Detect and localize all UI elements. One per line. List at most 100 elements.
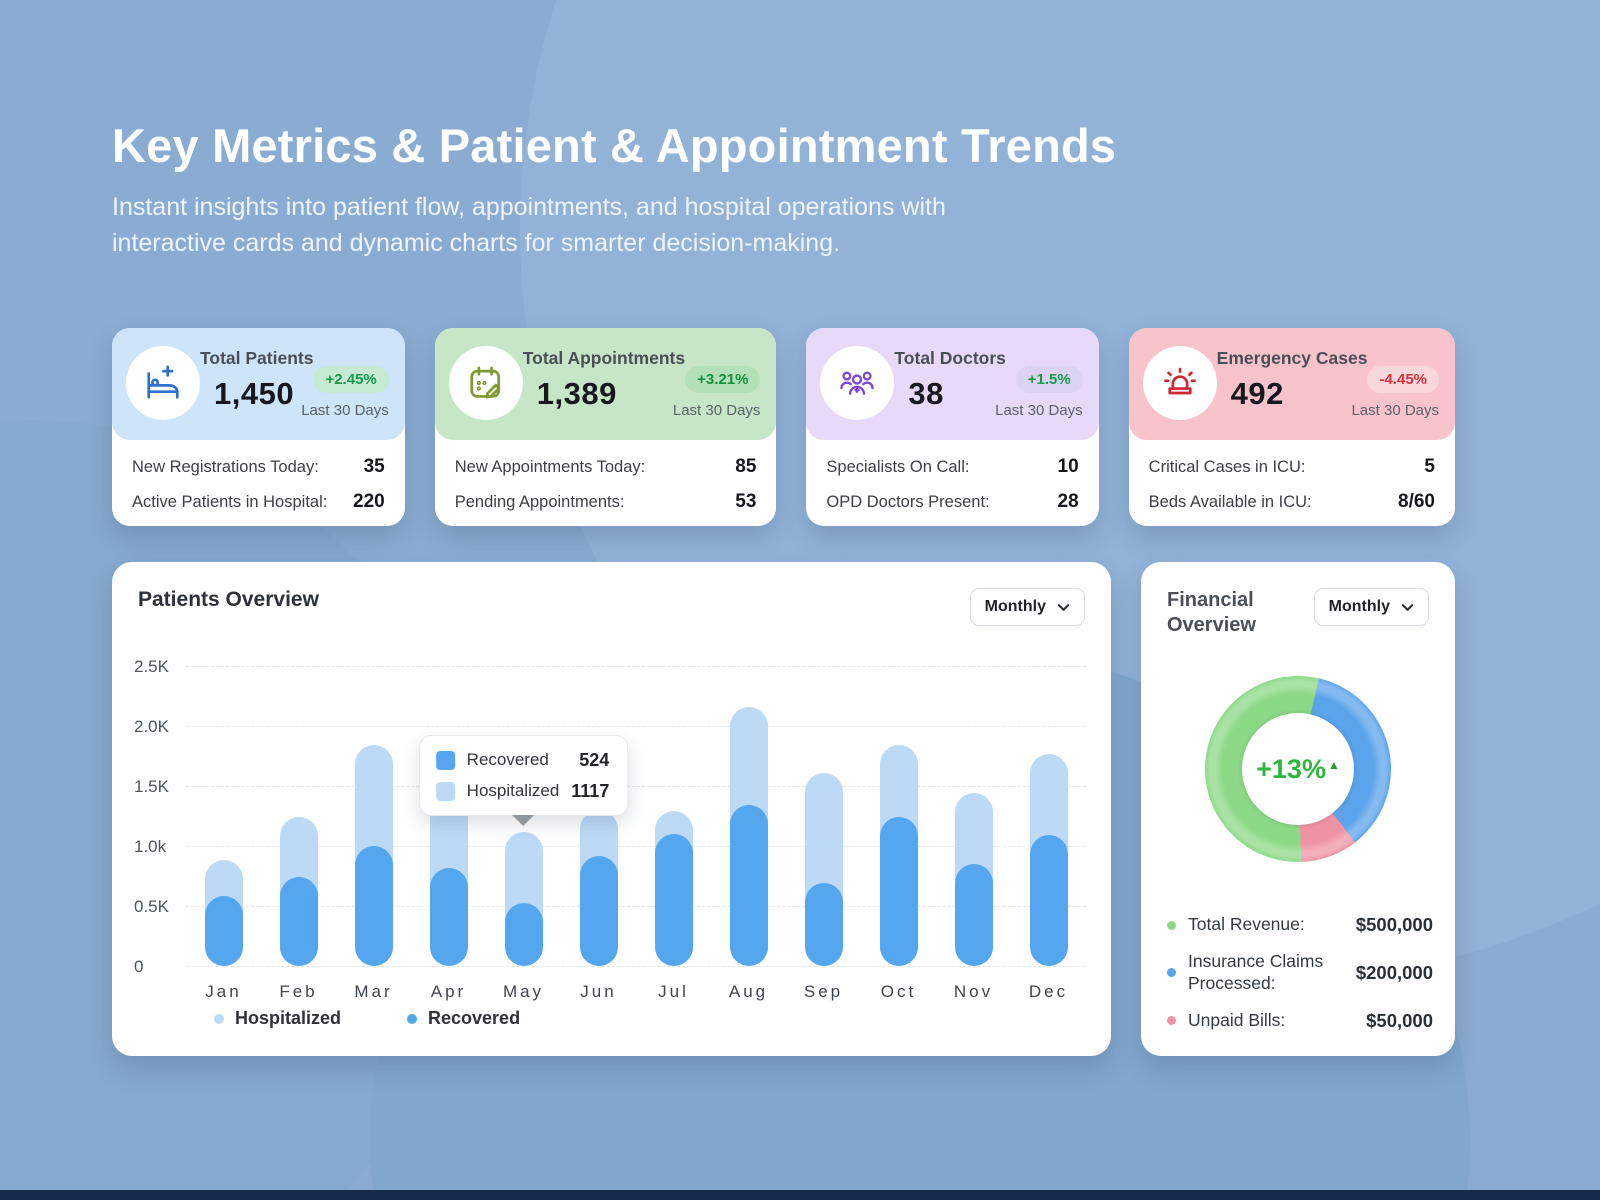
x-axis-tick-label: Nov (953, 982, 994, 1001)
bar-recovered[interactable] (1029, 835, 1068, 966)
legend-item-recovered: Recovered (407, 1008, 520, 1029)
bar-group-aug[interactable]: Aug (711, 666, 786, 1001)
y-axis-tick-label: 1.0k (134, 837, 167, 856)
bar-recovered[interactable] (954, 864, 993, 966)
y-axis-tick-label: 2.5K (134, 657, 169, 676)
stat-label: New Registrations Today: (132, 458, 319, 476)
patients-overview-header: Patients Overview Monthly (112, 562, 1111, 626)
card-header: Total Appointments 1,389 +3.21% Last 30 Day… (434, 328, 777, 440)
bar-recovered[interactable] (504, 903, 543, 966)
donut-center-label: +13% ▲ (1256, 753, 1340, 784)
stat-label: Critical Cases in ICU: (1148, 458, 1306, 476)
bar-recovered[interactable] (804, 883, 843, 966)
bar-group-nov[interactable]: Nov (936, 666, 1011, 1001)
stat-value: 220 (353, 491, 385, 512)
bar-group-apr[interactable]: Apr (411, 666, 486, 1001)
legend-dot (1167, 968, 1176, 978)
metric-card-total-appointments: Total Appointments 1,389 +3.21% Last 30 Day… (434, 328, 777, 526)
tooltip-row: Recovered 524 (435, 749, 610, 771)
card-value: 492 (1230, 376, 1284, 411)
tooltip-series-label: Recovered (466, 750, 549, 770)
patients-bar-chart: 2.5K 2.0K 1.5K 1.0k 0.5K 0 Jan Feb Mar Apr May Jun J… (134, 657, 1086, 1001)
change-badge: +2.45% (313, 366, 389, 393)
card-icon-circle (820, 346, 895, 420)
x-axis-tick-label: Jun (580, 982, 617, 1001)
bar-recovered[interactable] (579, 855, 618, 966)
legend-label: Recovered (428, 1008, 521, 1028)
stat-value: 8/60 (1398, 491, 1435, 512)
bar-group-oct[interactable]: Oct (861, 666, 936, 1001)
bar-recovered[interactable] (729, 805, 768, 966)
bar-group-mar[interactable]: Mar (336, 666, 411, 1001)
page-header: Key Metrics & Patient & Appointment Tren… (112, 118, 1262, 262)
legend-dot (407, 1013, 418, 1024)
page-subtitle: Instant insights into patient flow, appo… (112, 193, 946, 258)
y-axis-tick-label: 2.0K (134, 717, 169, 736)
legend-item-hospitalized: Hospitalized (214, 1008, 341, 1029)
x-axis-tick-label: Jan (205, 982, 242, 1001)
x-axis-tick-label: Feb (279, 982, 318, 1001)
metric-card-total-doctors: Total Doctors 38 +1.5% Last 30 Days Speciali… (806, 328, 1099, 526)
patients-overview-period-dropdown[interactable]: Monthly (969, 588, 1085, 626)
change-badge: +3.21% (685, 366, 761, 393)
card-period: Last 30 Days (672, 402, 761, 419)
x-axis-tick-label: Mar (354, 982, 393, 1001)
stat-label: Beds Available in ICU: (1148, 493, 1312, 511)
x-axis-tick-label: May (502, 982, 545, 1001)
stat-value: 10 (1057, 456, 1079, 477)
card-title: Emergency Cases (1216, 348, 1368, 368)
financial-legend-value: $50,000 (1366, 1009, 1433, 1031)
card-stat-row: New Appointments Today: 85 (455, 456, 757, 478)
financial-legend-label: Unpaid Bills: (1188, 1009, 1286, 1030)
donut-center: +13% ▲ (1242, 713, 1354, 825)
financial-overview-period-dropdown[interactable]: Monthly (1313, 588, 1429, 626)
x-axis-tick-label: Oct (880, 982, 917, 1001)
page-title: Key Metrics & Patient & Appointment Tren… (112, 119, 1117, 172)
bar-recovered[interactable] (429, 867, 468, 966)
bar-group-dec[interactable]: Dec (1011, 666, 1086, 1001)
bar-group-feb[interactable]: Feb (261, 666, 336, 1001)
stat-value: 28 (1057, 491, 1079, 512)
x-axis-tick-label: Aug (728, 982, 769, 1001)
chevron-down-icon (1401, 603, 1414, 611)
legend-dot (214, 1013, 224, 1024)
tooltip-series-label: Hospitalized (466, 781, 560, 801)
change-badge: +1.5% (1015, 366, 1083, 393)
card-period: Last 30 Days (1351, 402, 1439, 419)
card-stat-row: Active Patients in Hospital: 220 (132, 491, 385, 513)
financial-legend-value: $200,000 (1355, 961, 1433, 983)
card-icon-circle (448, 346, 523, 420)
financial-overview-header: Financial Overview Monthly (1141, 562, 1455, 638)
tooltip-row: Hospitalized 1117 (435, 781, 609, 802)
chevron-down-icon (1057, 603, 1070, 611)
tooltip-series-value: 524 (579, 749, 610, 770)
bar-group-sep[interactable]: Sep (786, 666, 861, 1001)
calendar-edit-icon (467, 364, 505, 402)
card-value: 1,450 (214, 376, 295, 411)
change-badge: -4.45% (1367, 366, 1439, 393)
y-axis-tick-label: 0.5K (134, 897, 169, 916)
financial-overview-panel: Financial Overview Monthly +13% ▲ Total R… (1141, 562, 1455, 1056)
legend-dot (1167, 1016, 1176, 1026)
bar-recovered[interactable] (204, 896, 243, 966)
metric-card-emergency-cases: Emergency Cases 492 -4.45% Last 30 Days Crit… (1128, 328, 1455, 526)
doctors-group-icon (838, 364, 876, 402)
bar-group-jun[interactable]: Jun (561, 666, 636, 1001)
bar-group-jul[interactable]: Jul (636, 666, 711, 1001)
card-value: 1,389 (536, 376, 617, 411)
card-stat-row: Specialists On Call: 10 (826, 456, 1078, 478)
bar-recovered[interactable] (279, 877, 318, 966)
bar-recovered[interactable] (879, 817, 918, 966)
stat-label: New Appointments Today: (454, 458, 646, 476)
bar-recovered[interactable] (354, 846, 393, 966)
bar-group-jan[interactable]: Jan (186, 666, 261, 1001)
bottom-accent-strip (0, 1190, 1600, 1200)
card-period: Last 30 Days (995, 402, 1083, 419)
stat-value: 85 (735, 456, 757, 477)
stat-label: OPD Doctors Present: (826, 493, 990, 511)
legend-dot (1167, 920, 1176, 930)
bar-recovered[interactable] (654, 834, 693, 966)
financial-donut-chart: +13% ▲ (1205, 676, 1391, 862)
patients-chart-legend: Hospitalized Recovered (214, 1008, 520, 1029)
hospital-bed-icon (144, 364, 182, 402)
